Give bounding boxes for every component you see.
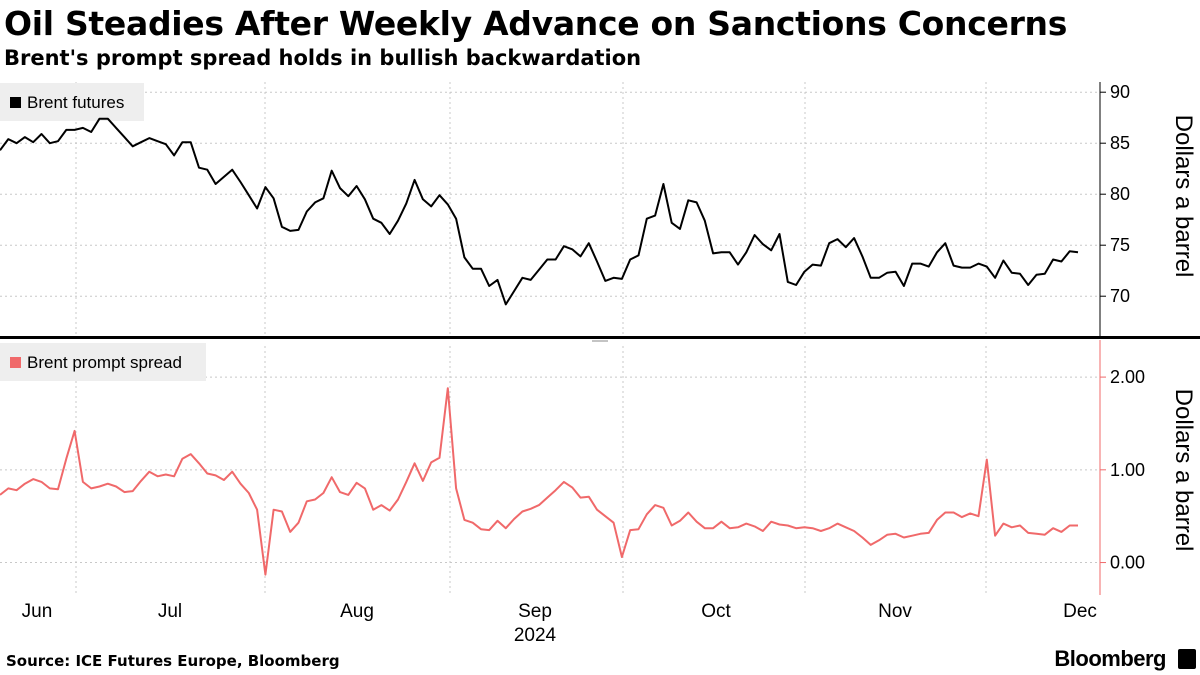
top-y-axis: 70 75 80 85 90 Dollars a barrel xyxy=(1100,82,1197,337)
top-y-tick-label: 80 xyxy=(1110,184,1130,204)
x-tick-label-sep: Sep xyxy=(518,601,552,622)
bottom-y-axis-label: Dollars a barrel xyxy=(1170,389,1197,552)
top-y-tick-label: 70 xyxy=(1110,286,1130,306)
source-note: Source: ICE Futures Europe, Bloomberg xyxy=(6,652,340,670)
legend-brent-futures-label: Brent futures xyxy=(27,93,124,112)
x-axis: Jun Jul Aug Sep Oct Nov Dec 2024 xyxy=(0,596,1100,646)
x-tick-label-oct: Oct xyxy=(701,601,731,622)
legend-brent-prompt-spread-swatch xyxy=(10,357,21,368)
bottom-y-tick-label: 0.00 xyxy=(1110,553,1145,573)
x-tick-label-dec: Dec xyxy=(1063,601,1097,622)
x-tick-label-aug: Aug xyxy=(340,601,374,622)
x-tick-label-nov: Nov xyxy=(878,601,912,622)
legend-brent-prompt-spread-label: Brent prompt spread xyxy=(27,353,182,372)
top-legend: Brent futures xyxy=(0,83,144,121)
brent-prompt-spread-line xyxy=(0,388,1078,574)
x-axis-year-label: 2024 xyxy=(514,625,557,646)
legend-brent-futures-swatch xyxy=(10,97,21,108)
bloomberg-logo: Bloomberg xyxy=(1054,646,1166,672)
brent-futures-line xyxy=(0,119,1078,305)
top-y-tick-label: 75 xyxy=(1110,235,1130,255)
bottom-y-tick-label: 2.00 xyxy=(1110,367,1145,387)
panel-divider xyxy=(0,336,1200,341)
bottom-y-tick-label: 1.00 xyxy=(1110,460,1145,480)
bloomberg-mark-icon xyxy=(1178,649,1196,669)
top-y-axis-label: Dollars a barrel xyxy=(1170,115,1197,278)
top-y-tick-label: 85 xyxy=(1110,133,1130,153)
x-tick-label-jun: Jun xyxy=(22,601,53,622)
bottom-legend: Brent prompt spread xyxy=(0,343,206,381)
bottom-y-axis: 0.00 1.00 2.00 Dollars a barrel xyxy=(1100,340,1197,595)
chart-area: 70 75 80 85 90 Dollars a barrel 0.00 1.00 2.00 D… xyxy=(0,0,1200,675)
top-y-tick-label: 90 xyxy=(1110,82,1130,102)
x-tick-label-jul: Jul xyxy=(158,601,182,622)
panel-divider-bar xyxy=(0,336,1200,339)
